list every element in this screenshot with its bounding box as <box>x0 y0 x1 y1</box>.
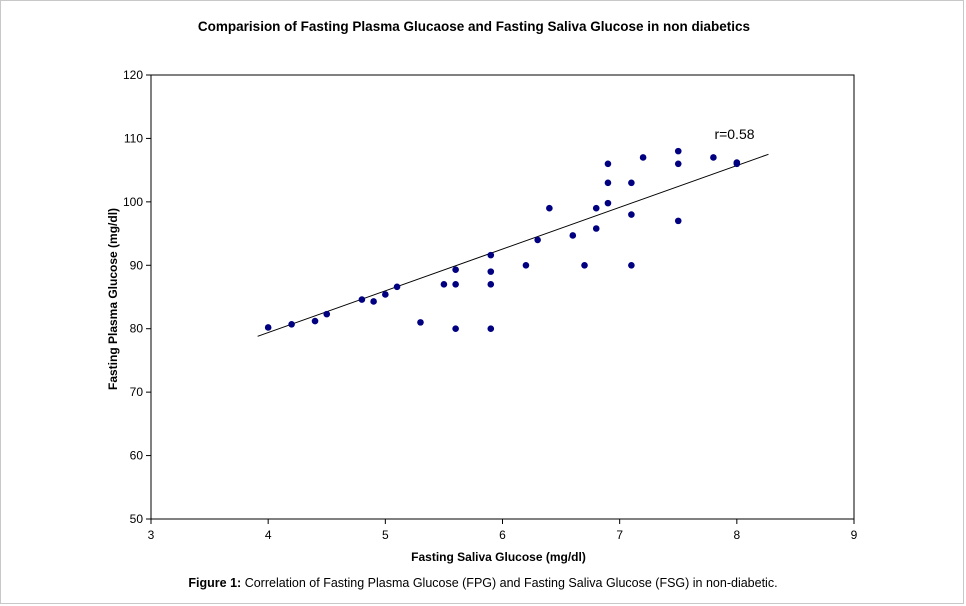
data-point <box>452 281 459 288</box>
x-axis-label: Fasting Saliva Glucose (mg/dl) <box>411 550 586 564</box>
data-point <box>487 281 495 288</box>
figure-caption-label: Figure 1: <box>188 576 242 590</box>
x-tick-label: 6 <box>499 528 506 542</box>
data-point <box>370 298 377 305</box>
data-point <box>393 283 401 291</box>
data-point <box>534 236 541 244</box>
data-point <box>710 154 717 161</box>
data-point <box>382 291 389 298</box>
data-point <box>674 217 682 225</box>
data-point <box>674 147 682 155</box>
data-point <box>487 325 495 333</box>
x-tick-label: 8 <box>733 528 740 542</box>
data-point <box>604 160 612 168</box>
data-point <box>487 251 495 259</box>
data-point <box>604 179 612 187</box>
data-point <box>522 261 530 269</box>
data-point <box>592 204 600 212</box>
correlation-annotation: r=0.58 <box>714 126 754 142</box>
data-point <box>288 320 295 328</box>
data-point <box>581 261 588 269</box>
figure-caption: Figure 1: Correlation of Fasting Plasma … <box>0 576 966 590</box>
data-point <box>628 211 635 218</box>
trendline <box>257 153 769 337</box>
x-tick-label: 3 <box>148 528 155 542</box>
y-tick-label: 90 <box>130 258 144 272</box>
data-point <box>452 325 459 333</box>
data-point <box>674 160 682 168</box>
data-point <box>440 281 448 288</box>
y-tick-label: 50 <box>130 512 144 526</box>
data-point <box>628 261 635 269</box>
data-point <box>358 296 366 303</box>
data-point <box>311 317 319 325</box>
y-tick-label: 100 <box>123 195 143 209</box>
data-point <box>639 154 647 161</box>
data-point <box>604 199 612 207</box>
y-tick-label: 80 <box>130 322 144 336</box>
figure-caption-text: Correlation of Fasting Plasma Glucose (F… <box>241 576 778 590</box>
x-tick-label: 5 <box>382 528 389 542</box>
x-tick-label: 7 <box>616 528 623 542</box>
data-point <box>733 160 741 168</box>
y-tick-label: 70 <box>130 385 144 399</box>
x-tick-label: 9 <box>851 528 858 542</box>
chart-title: Comparision of Fasting Plasma Glucaose a… <box>197 19 751 34</box>
data-point <box>546 204 553 212</box>
data-point <box>592 225 600 232</box>
data-point <box>452 266 459 274</box>
y-axis-label: Fasting Plasma Glucose (mg/dl) <box>106 208 120 390</box>
data-point <box>487 268 495 275</box>
data-point <box>569 232 577 239</box>
data-point <box>323 310 331 318</box>
data-point <box>628 179 635 187</box>
y-tick-label: 110 <box>124 131 143 145</box>
data-point <box>417 319 424 326</box>
x-tick-label: 4 <box>265 528 272 542</box>
y-tick-label: 60 <box>130 449 144 463</box>
y-tick-label: 120 <box>123 68 143 82</box>
data-point <box>264 324 272 331</box>
